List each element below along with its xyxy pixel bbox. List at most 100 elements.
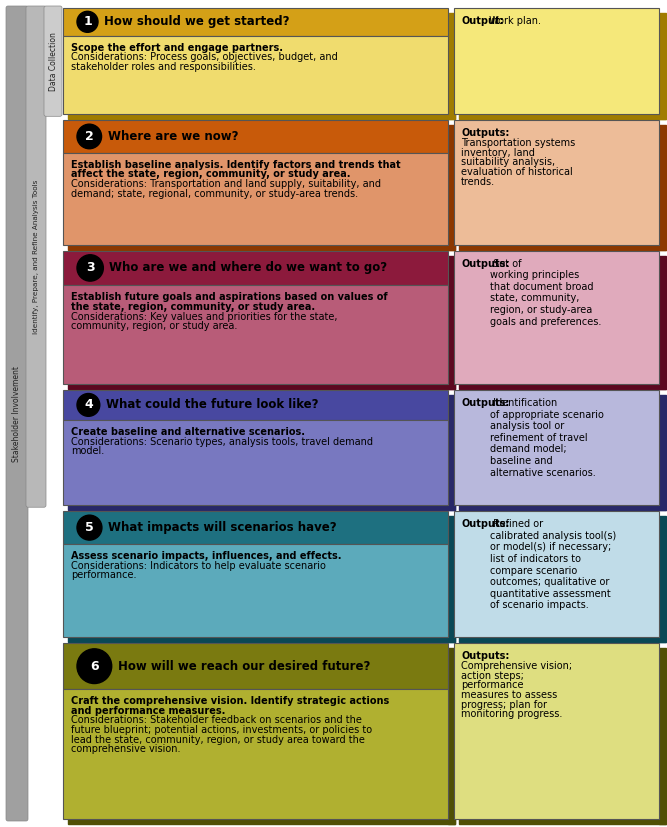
Bar [448,549,455,643]
Bar [63,544,448,638]
Text: How will we reach our desired future?: How will we reach our desired future? [117,660,370,672]
Bar [454,251,659,384]
Text: Craft the comprehensive vision. Identify strategic actions: Craft the comprehensive vision. Identify… [71,696,390,706]
Bar [63,643,448,689]
Text: Considerations: Transportation and land supply, suitability, and: Considerations: Transportation and land … [71,179,381,189]
Text: Where are we now?: Where are we now? [107,130,238,143]
Bar [448,648,455,694]
Text: Considerations: Indicators to help evaluate scenario: Considerations: Indicators to help evalu… [71,561,326,571]
Bar [63,120,448,153]
Bar [63,153,448,245]
Bar [448,13,455,41]
Circle shape [77,124,101,149]
Bar [659,126,666,250]
Text: performance: performance [461,681,524,691]
Text: Stakeholder Involvement: Stakeholder Involvement [13,366,21,461]
Text: Outputs:: Outputs: [461,398,510,408]
Bar [68,689,455,694]
Bar [448,158,455,250]
Bar [68,36,455,41]
Text: comprehensive vision.: comprehensive vision. [71,744,181,754]
Text: Considerations: Scenario types, analysis tools, travel demand: Considerations: Scenario types, analysis… [71,437,373,447]
Text: Identification
of appropriate scenario
analysis tool or
refinement of travel
dem: Identification of appropriate scenario a… [490,398,604,477]
Text: 2: 2 [85,130,93,143]
Bar [63,420,448,505]
Bar [63,511,448,544]
Bar [63,390,448,420]
Text: How should we get started?: How should we get started? [104,16,289,28]
Bar [659,13,666,119]
Text: monitoring progress.: monitoring progress. [461,710,562,719]
Bar [63,36,448,114]
Bar [448,425,455,510]
FancyBboxPatch shape [44,6,62,117]
Text: 6: 6 [90,660,99,672]
Text: measures to assess: measures to assess [461,690,557,700]
Bar [454,120,659,245]
Bar [68,384,455,389]
Text: action steps;: action steps; [461,671,524,681]
Bar [459,819,666,824]
Bar [68,638,455,643]
Text: the state, region, community, or study area.: the state, region, community, or study a… [71,302,315,312]
Bar [659,256,666,389]
Text: trends.: trends. [461,177,495,187]
Bar [63,251,448,285]
Text: Data Collection: Data Collection [49,31,57,91]
Text: community, region, or study area.: community, region, or study area. [71,321,237,332]
Bar [459,505,666,510]
Text: lead the state, community, region, or study area toward the: lead the state, community, region, or st… [71,734,365,744]
Text: inventory, land: inventory, land [461,147,535,158]
Bar [63,689,448,819]
Bar [448,516,455,549]
Text: suitability analysis,: suitability analysis, [461,157,555,167]
Text: Establish baseline analysis. Identify factors and trends that: Establish baseline analysis. Identify fa… [71,160,401,170]
Bar [448,126,455,158]
Bar [68,819,455,824]
Text: Scope the effort and engage partners.: Scope the effort and engage partners. [71,43,283,53]
Bar [459,245,666,250]
Bar [448,41,455,119]
Text: demand; state, regional, community, or study-area trends.: demand; state, regional, community, or s… [71,189,358,198]
Text: Identify, Prepare, and Refine Analysis Tools: Identify, Prepare, and Refine Analysis T… [33,179,39,334]
Bar [63,8,448,36]
FancyBboxPatch shape [6,6,28,821]
Text: Output:: Output: [461,16,504,26]
Text: Outputs:: Outputs: [461,652,510,662]
Bar [68,544,455,549]
Bar [448,256,455,290]
Bar [459,384,666,389]
Bar [454,390,659,505]
Text: Create baseline and alternative scenarios.: Create baseline and alternative scenario… [71,427,305,437]
Bar [454,8,659,114]
Text: stakeholder roles and responsibilities.: stakeholder roles and responsibilities. [71,62,256,72]
Text: model.: model. [71,447,104,457]
Text: future blueprint; potential actions, investments, or policies to: future blueprint; potential actions, inv… [71,725,372,735]
Text: Refined or
calibrated analysis tool(s)
or model(s) if necessary;
list of indicat: Refined or calibrated analysis tool(s) o… [490,519,616,610]
Text: 3: 3 [86,261,95,275]
Bar [68,245,455,250]
Circle shape [77,255,103,281]
Bar [659,516,666,643]
Bar [459,114,666,119]
Bar [448,290,455,389]
Text: Set of
working principles
that document broad
state, community,
region, or study: Set of working principles that document … [490,259,602,327]
Bar [68,153,455,158]
Bar [659,648,666,824]
Text: Outputs:: Outputs: [461,259,510,269]
Text: Establish future goals and aspirations based on values of: Establish future goals and aspirations b… [71,292,388,303]
Text: and performance measures.: and performance measures. [71,705,225,715]
Text: Assess scenario impacts, influences, and effects.: Assess scenario impacts, influences, and… [71,551,342,561]
Text: 1: 1 [83,16,92,28]
Text: Outputs:: Outputs: [461,519,510,529]
Bar [459,638,666,643]
Circle shape [77,649,111,684]
Text: Outputs:: Outputs: [461,128,510,138]
Circle shape [77,12,98,32]
Text: Comprehensive vision;: Comprehensive vision; [461,661,572,671]
Text: What could the future look like?: What could the future look like? [106,399,318,411]
Text: 4: 4 [84,399,93,411]
Bar [68,114,455,119]
Bar [68,285,455,290]
Text: affect the state, region, community, or study area.: affect the state, region, community, or … [71,170,350,179]
